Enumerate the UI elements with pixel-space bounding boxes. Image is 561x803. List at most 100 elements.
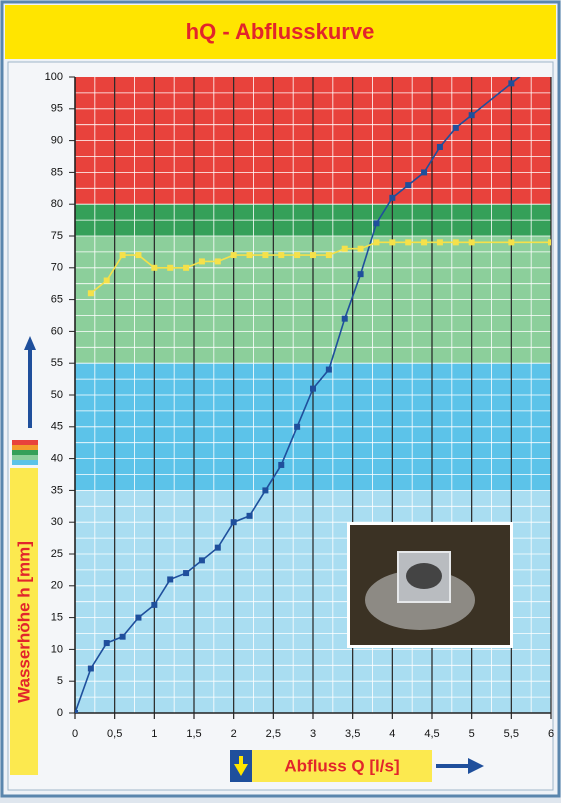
point xyxy=(389,239,396,246)
point xyxy=(103,640,110,647)
y-tick-label: 10 xyxy=(51,643,63,655)
y-tick-label: 85 xyxy=(51,166,63,178)
x-axis-label: Abfluss Q [l/s] xyxy=(284,756,399,775)
y-tick-label: 35 xyxy=(51,484,63,496)
y-tick-label: 90 xyxy=(51,135,63,147)
y-tick-label: 70 xyxy=(51,262,63,274)
point xyxy=(294,423,301,430)
point xyxy=(357,271,364,278)
series-line xyxy=(75,77,521,713)
chart-title: hQ - Abflusskurve xyxy=(186,19,375,44)
point xyxy=(230,252,237,259)
key-green xyxy=(12,450,38,455)
point xyxy=(262,487,269,494)
point xyxy=(75,710,78,713)
y-tick-label: 100 xyxy=(45,71,63,83)
point xyxy=(452,239,459,246)
point xyxy=(278,252,285,259)
y-tick-label: 15 xyxy=(51,612,63,624)
x-tick-label: 0,5 xyxy=(107,728,122,740)
y-tick-label: 20 xyxy=(51,580,63,592)
point xyxy=(183,570,190,577)
point xyxy=(468,239,475,246)
y-tick-label: 25 xyxy=(51,548,63,560)
point xyxy=(151,601,158,608)
y-tick-label: 0 xyxy=(57,707,63,719)
point xyxy=(214,258,221,265)
point xyxy=(341,245,348,252)
point xyxy=(436,143,443,150)
point xyxy=(436,239,443,246)
point xyxy=(421,169,428,176)
x-tick-label: 0 xyxy=(72,728,78,740)
x-tick-label: 3 xyxy=(310,728,316,740)
point xyxy=(214,544,221,551)
x-tick-label: 2,5 xyxy=(266,728,281,740)
arrow-down-shaft xyxy=(239,756,243,766)
point xyxy=(183,264,190,271)
point xyxy=(294,252,301,259)
point xyxy=(357,245,364,252)
title-bar xyxy=(5,5,556,59)
y-tick-label: 75 xyxy=(51,230,63,242)
point xyxy=(508,80,515,87)
point xyxy=(119,252,126,259)
point xyxy=(468,112,475,119)
point xyxy=(103,277,110,284)
arrow-right-shaft xyxy=(436,764,470,768)
point xyxy=(230,519,237,526)
x-tick-label: 6 xyxy=(548,728,554,740)
x-tick-label: 4 xyxy=(389,728,395,740)
y-tick-label: 95 xyxy=(51,103,63,115)
y-label-box xyxy=(10,468,38,775)
x-tick-label: 1 xyxy=(151,728,157,740)
point xyxy=(135,252,142,259)
point xyxy=(167,576,174,583)
point xyxy=(246,252,253,259)
x-tick-label: 5 xyxy=(469,728,475,740)
point xyxy=(508,239,515,246)
y-tick-label: 5 xyxy=(57,675,63,687)
point xyxy=(119,633,126,640)
point xyxy=(135,614,142,621)
point xyxy=(198,557,205,564)
y-tick-label: 60 xyxy=(51,325,63,337)
point xyxy=(405,239,412,246)
series xyxy=(75,77,521,713)
point xyxy=(373,239,380,246)
photo xyxy=(347,522,513,648)
x-label-box xyxy=(252,750,432,782)
photo-slots xyxy=(406,563,442,589)
y-tick-label: 30 xyxy=(51,516,63,528)
key-lightgreen xyxy=(12,455,38,460)
y-tick-label: 80 xyxy=(51,198,63,210)
x-tick-label: 5,5 xyxy=(504,728,519,740)
arrow-up xyxy=(24,336,36,350)
point xyxy=(87,290,94,297)
x-tick-label: 3,5 xyxy=(345,728,360,740)
point xyxy=(325,366,332,373)
arrow-up-shaft xyxy=(28,348,32,428)
series xyxy=(87,239,551,297)
point xyxy=(167,264,174,271)
y-tick-label: 65 xyxy=(51,294,63,306)
point xyxy=(246,512,253,519)
point xyxy=(325,252,332,259)
y-axis-label: Wasserhöhe h [mm] xyxy=(14,541,33,703)
point xyxy=(310,252,316,259)
point xyxy=(452,124,459,131)
point xyxy=(373,220,380,227)
key-blue xyxy=(12,460,38,465)
key-orange xyxy=(12,445,38,450)
point xyxy=(198,258,205,265)
color-key xyxy=(12,440,38,465)
point xyxy=(87,665,94,672)
y-tick-label: 40 xyxy=(51,453,63,465)
point xyxy=(262,252,269,259)
point xyxy=(278,461,285,468)
x-tick-label: 1,5 xyxy=(186,728,201,740)
x-tick-label: 2 xyxy=(231,728,237,740)
x-tick-label: 4,5 xyxy=(424,728,439,740)
